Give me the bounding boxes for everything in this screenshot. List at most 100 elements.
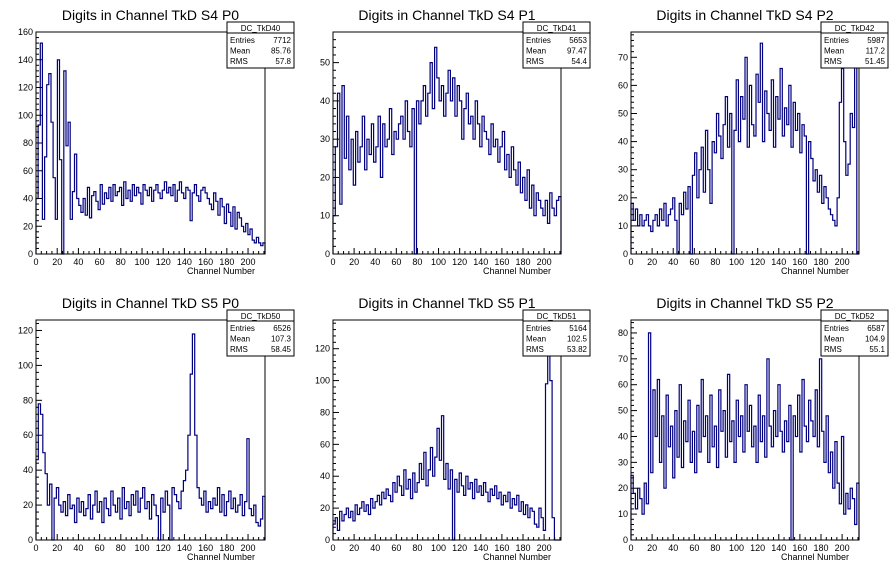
histogram-series — [35, 333, 266, 541]
histogram-panel: Digits in Channel TkD S5 P1 0 20 40 60 80 100 1… — [315, 295, 591, 562]
x-tick-label: 80 — [710, 257, 720, 267]
stats-box: DC_TkD52 Entries 6587 Mean 104.9 RMS 55.1 — [820, 309, 889, 357]
x-axis-label: Channel Number — [781, 552, 849, 562]
y-tick-label: 120 — [18, 83, 33, 93]
y-tick-label: 30 — [618, 457, 628, 467]
stats-box-frame — [226, 309, 295, 357]
x-tick-label: 0 — [330, 257, 335, 267]
y-tick-label: 80 — [23, 395, 33, 405]
y-tick-label: 60 — [618, 380, 628, 390]
stats-label-rms: RMS — [230, 57, 248, 66]
stats-label-mean: Mean — [526, 47, 546, 56]
y-tick-label: 40 — [23, 465, 33, 475]
y-tick-label: 0 — [623, 535, 628, 545]
x-tick-label: 120 — [156, 543, 171, 553]
y-tick-label: 30 — [618, 165, 628, 175]
y-tick-label: 40 — [320, 471, 330, 481]
stats-label-entries: Entries — [824, 36, 849, 45]
y-tick-label: 80 — [23, 138, 33, 148]
x-tick-label: 140 — [771, 543, 786, 553]
stats-label-mean: Mean — [824, 47, 844, 56]
y-tick-label: 50 — [618, 406, 628, 416]
chart-title: Digits in Channel TkD S5 P1 — [358, 295, 535, 311]
y-tick-label: 0 — [325, 249, 330, 259]
stats-value-rms: 51.45 — [865, 57, 886, 66]
x-tick-label: 20 — [647, 257, 657, 267]
chart-title: Digits in Channel TkD S4 P1 — [358, 7, 535, 23]
y-tick-label: 60 — [320, 439, 330, 449]
y-tick-label: 10 — [618, 221, 628, 231]
x-tick-label: 200 — [835, 257, 850, 267]
stats-value-mean: 97.47 — [567, 47, 588, 56]
y-tick-label: 100 — [18, 360, 33, 370]
stats-box: DC_TkD50 Entries 6526 Mean 107.3 RMS 58.45 — [226, 309, 295, 357]
stats-value-rms: 53.82 — [567, 345, 588, 354]
x-axis-label: Channel Number — [483, 552, 551, 562]
stats-box: DC_TkD41 Entries 5653 Mean 97.47 RMS 54.4 — [522, 21, 591, 69]
x-tick-label: 120 — [452, 257, 467, 267]
y-tick-label: 40 — [618, 431, 628, 441]
x-tick-label: 60 — [95, 257, 105, 267]
stats-box: DC_TkD51 Entries 5164 Mean 102.5 RMS 53.82 — [522, 309, 591, 357]
x-tick-label: 100 — [431, 257, 446, 267]
histogram-series — [630, 332, 860, 541]
plot-frame — [332, 319, 562, 541]
x-tick-label: 100 — [729, 543, 744, 553]
stats-value-rms: 55.1 — [869, 345, 885, 354]
stats-label-entries: Entries — [230, 324, 255, 333]
stats-box-frame — [522, 309, 591, 357]
x-tick-label: 20 — [52, 257, 62, 267]
stats-label-rms: RMS — [526, 345, 544, 354]
histogram-panel: Digits in Channel TkD S5 P0 0 20 40 60 80 100 1… — [18, 295, 295, 562]
histogram-series — [332, 46, 562, 255]
plot-frame — [630, 319, 860, 541]
stats-box-frame — [226, 21, 295, 69]
y-tick-label: 0 — [325, 535, 330, 545]
plot-frame — [35, 319, 266, 541]
x-tick-label: 20 — [52, 543, 62, 553]
y-tick-label: 160 — [18, 27, 33, 37]
chart-title: Digits in Channel TkD S5 P0 — [62, 295, 239, 311]
y-tick-label: 140 — [18, 55, 33, 65]
histogram-series — [630, 42, 859, 255]
y-tick-label: 50 — [320, 58, 330, 68]
stats-label-rms: RMS — [824, 345, 842, 354]
stats-name: DC_TkD41 — [537, 24, 577, 33]
y-tick-label: 60 — [23, 430, 33, 440]
histogram-panel: Digits in Channel TkD S5 P20 20 40 60 80 100 1… — [618, 295, 889, 562]
x-tick-label: 0 — [330, 543, 335, 553]
y-tick-label: 100 — [18, 110, 33, 120]
stats-label-entries: Entries — [526, 36, 551, 45]
histogram-panel: Digits in Channel TkD S4 P10 20 40 60 80 100 1… — [320, 7, 591, 276]
stats-value-entries: 7712 — [273, 36, 291, 45]
x-tick-label: 20 — [647, 543, 657, 553]
y-tick-label: 30 — [320, 134, 330, 144]
stats-value-rms: 58.45 — [271, 345, 292, 354]
x-tick-label: 140 — [177, 257, 192, 267]
x-tick-label: 160 — [494, 257, 509, 267]
y-tick-label: 20 — [23, 500, 33, 510]
x-tick-label: 60 — [391, 543, 401, 553]
x-tick-label: 40 — [73, 257, 83, 267]
stats-label-mean: Mean — [824, 335, 844, 344]
x-tick-label: 200 — [537, 543, 552, 553]
x-tick-label: 160 — [494, 543, 509, 553]
stats-value-mean: 102.5 — [567, 335, 588, 344]
y-tick-label: 120 — [315, 344, 330, 354]
stats-value-mean: 117.2 — [866, 47, 886, 56]
histogram-series — [332, 348, 561, 541]
stats-value-rms: 54.4 — [571, 57, 587, 66]
stats-label-rms: RMS — [230, 345, 248, 354]
plot-frame — [332, 31, 562, 255]
y-tick-label: 0 — [28, 535, 33, 545]
x-tick-label: 140 — [473, 257, 488, 267]
stats-label-entries: Entries — [824, 324, 849, 333]
stats-box: DC_TkD42 Entries 5987 Mean 117.2 RMS 51.45 — [820, 21, 889, 69]
stats-value-entries: 5164 — [569, 324, 587, 333]
x-tick-label: 40 — [370, 543, 380, 553]
x-tick-label: 0 — [33, 543, 38, 553]
x-tick-label: 180 — [515, 257, 530, 267]
stats-label-mean: Mean — [526, 335, 546, 344]
x-tick-label: 120 — [750, 543, 765, 553]
y-tick-label: 10 — [320, 211, 330, 221]
